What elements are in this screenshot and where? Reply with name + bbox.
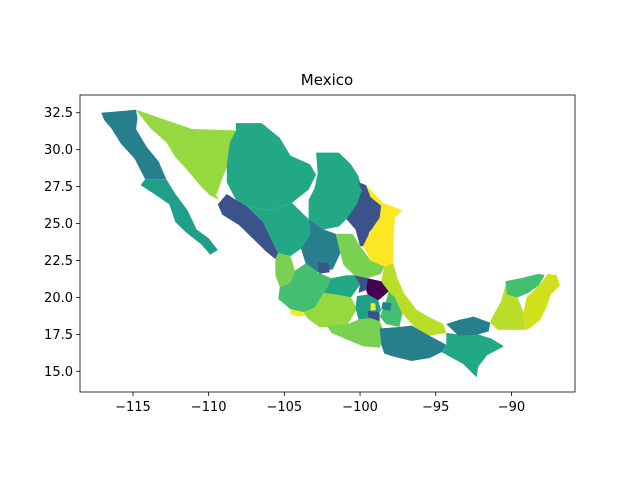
region-puebla — [379, 291, 403, 327]
x-tick-label: −115 — [115, 400, 151, 415]
region-baja-california — [101, 109, 167, 180]
region-tamaulipas — [363, 185, 403, 267]
region-guanajuato — [323, 275, 362, 298]
region-veracruz — [381, 263, 447, 336]
chart-title: Mexico — [301, 71, 353, 89]
region-hidalgo — [366, 278, 389, 301]
y-tick-label: 17.5 — [44, 328, 73, 343]
region-yucatan — [505, 273, 545, 298]
y-tick-label: 30.0 — [44, 143, 73, 158]
region-nuevo-leon — [346, 182, 382, 248]
region-jalisco — [278, 263, 332, 313]
region-chiapas — [441, 332, 504, 378]
x-tick-label: −105 — [266, 400, 302, 415]
region-tlaxcala — [381, 301, 392, 311]
region-chihuahua — [226, 123, 317, 211]
region-coahuila — [308, 152, 362, 230]
region-durango — [246, 202, 311, 257]
y-tick-label: 25.0 — [44, 217, 73, 232]
region-colima — [290, 309, 308, 317]
region-oaxaca — [379, 325, 447, 361]
region-queretaro — [354, 275, 368, 293]
region-sinaloa — [217, 194, 279, 259]
y-tick-label: 22.5 — [44, 254, 73, 269]
x-tick-label: −110 — [191, 400, 227, 415]
region-sonora — [136, 109, 236, 200]
region-michoacan — [304, 293, 357, 327]
region-aguascalientes — [317, 262, 330, 274]
y-tick-label: 20.0 — [44, 291, 73, 306]
x-tick-label: −90 — [498, 400, 525, 415]
region-guerrero — [326, 318, 385, 348]
y-axis: 15.0 17.5 20.0 22.5 25.0 27.5 30.0 32.5 — [44, 106, 80, 380]
plot-frame — [79, 94, 576, 393]
y-tick-label: 15.0 — [44, 365, 73, 380]
region-cdmx — [370, 303, 376, 311]
region-tabasco — [446, 316, 491, 336]
region-san-luis-potosi — [335, 233, 385, 279]
region-nayarit — [275, 253, 295, 288]
region-zacatecas — [301, 219, 341, 273]
region-baja-california-sur — [140, 179, 218, 255]
y-tick-label: 32.5 — [44, 106, 73, 121]
region-quintana-roo — [523, 273, 560, 330]
x-tick-label: −95 — [422, 400, 449, 415]
regions-layer — [101, 109, 560, 378]
x-axis: −115 −110 −105 −100 −95 −90 — [115, 392, 525, 415]
y-tick-label: 27.5 — [44, 180, 73, 195]
x-tick-label: −100 — [342, 400, 378, 415]
